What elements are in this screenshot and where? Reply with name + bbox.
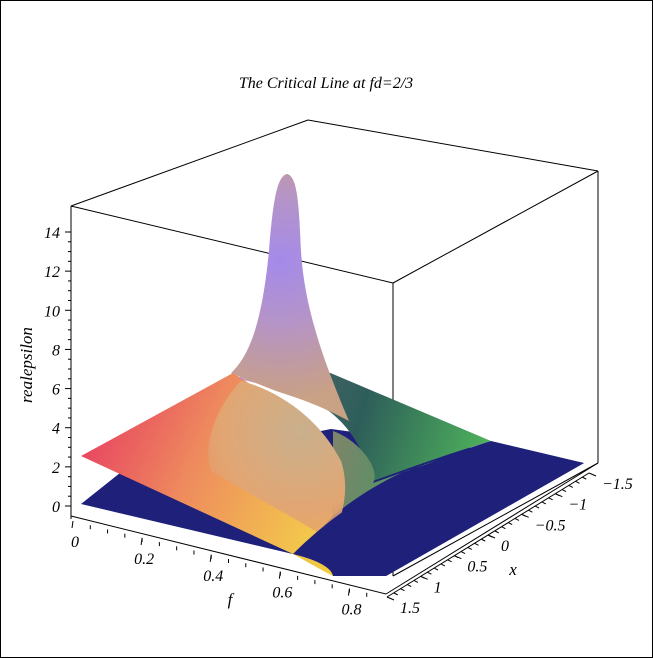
back-box-edges	[70, 119, 599, 576]
z-tick-label: 0	[52, 499, 60, 516]
z-tick-label: 4	[52, 421, 60, 438]
f-major-tick	[71, 520, 74, 529]
z-axis-ticks: 0 2 4 6 8 10 12 14	[44, 206, 72, 519]
chart-title: The Critical Line at fd=2/3	[239, 75, 413, 92]
z-tick-label: 2	[52, 460, 60, 477]
x-major-tick	[386, 596, 395, 601]
z-tick-label: 6	[52, 382, 60, 399]
z-tick-label: 8	[52, 342, 60, 359]
x-tick-label: −1	[568, 497, 587, 514]
x-major-tick	[588, 472, 597, 477]
x-tick-label: 1	[434, 579, 442, 596]
front-box-edges	[70, 462, 599, 595]
x-tick-label: 0	[501, 538, 509, 555]
f-tick-label: 0.6	[272, 585, 292, 602]
f-axis-ticks: 0 0.2 0.4 0.6 0.8	[71, 520, 368, 619]
f-axis-label: f	[228, 590, 235, 609]
x-axis-ticks: 1.5 1 0.5 0 −0.5−1 −1.5	[386, 472, 633, 617]
x-axis-label: x	[508, 560, 517, 579]
z-axis-label: realepsilon	[17, 327, 36, 403]
main-surface	[81, 174, 584, 576]
z-tick-label: 10	[44, 303, 60, 320]
z-tick-label: 14	[44, 225, 60, 242]
x-tick-label: 1.5	[400, 600, 420, 617]
z-tick-label: 12	[44, 264, 60, 281]
f-tick-label: 0.8	[341, 602, 361, 619]
f-tick-label: 0.2	[134, 551, 154, 568]
f-tick-label: 0	[71, 534, 79, 551]
x-tick-label: −0.5	[535, 517, 566, 534]
x-tick-label: −1.5	[602, 476, 633, 493]
f-tick-label: 0.4	[203, 568, 223, 585]
x-tick-label: 0.5	[467, 559, 487, 576]
